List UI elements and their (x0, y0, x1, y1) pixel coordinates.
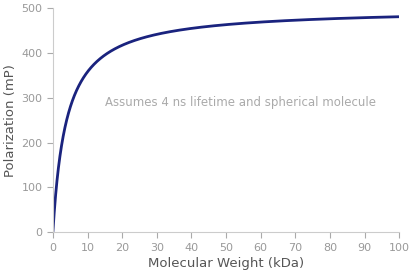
Y-axis label: Polarization (mP): Polarization (mP) (4, 64, 17, 177)
Text: Assumes 4 ns lifetime and spherical molecule: Assumes 4 ns lifetime and spherical mole… (104, 96, 375, 109)
X-axis label: Molecular Weight (kDa): Molecular Weight (kDa) (148, 257, 304, 270)
